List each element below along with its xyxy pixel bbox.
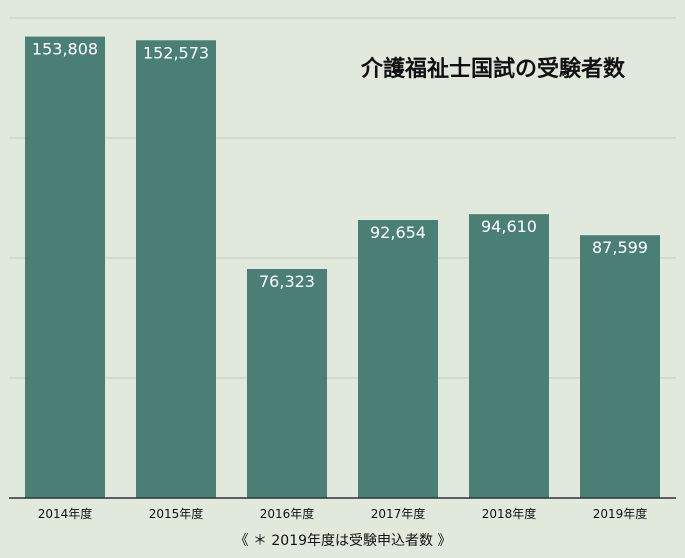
bars-group: 153,808 152,573 76,323 92,654 94,610 87,599 bbox=[25, 36, 660, 499]
x-tick-labels: 2014年度 2015年度 2016年度 2017年度 2018年度 2019年度 bbox=[38, 506, 648, 521]
x-tick-label: 2016年度 bbox=[260, 506, 315, 521]
bar-2018年度 bbox=[469, 214, 549, 499]
bar-value-label: 76,323 bbox=[259, 272, 315, 291]
bar-2014年度 bbox=[25, 36, 105, 499]
x-tick-label: 2017年度 bbox=[371, 506, 426, 521]
bar-2016年度 bbox=[247, 269, 327, 498]
bar-2015年度 bbox=[136, 40, 216, 498]
x-tick-label: 2015年度 bbox=[149, 506, 204, 521]
bar-value-label: 87,599 bbox=[592, 238, 648, 257]
gridlines bbox=[9, 17, 676, 379]
x-tick-label: 2014年度 bbox=[38, 506, 93, 521]
bar-2017年度 bbox=[358, 220, 438, 498]
bar-value-label: 153,808 bbox=[32, 40, 98, 59]
footnote: 《 ＊ 2019年度は受験申込者数 》 bbox=[235, 533, 452, 549]
bar-2019年度 bbox=[580, 235, 660, 498]
bar-value-label: 152,573 bbox=[143, 43, 209, 62]
bar-value-label: 94,610 bbox=[481, 217, 537, 236]
chart-title: 介護福祉士国試の受験者数 bbox=[360, 56, 626, 82]
x-tick-label: 2019年度 bbox=[593, 506, 648, 521]
bar-value-label: 92,654 bbox=[370, 223, 426, 242]
x-tick-label: 2018年度 bbox=[482, 506, 537, 521]
